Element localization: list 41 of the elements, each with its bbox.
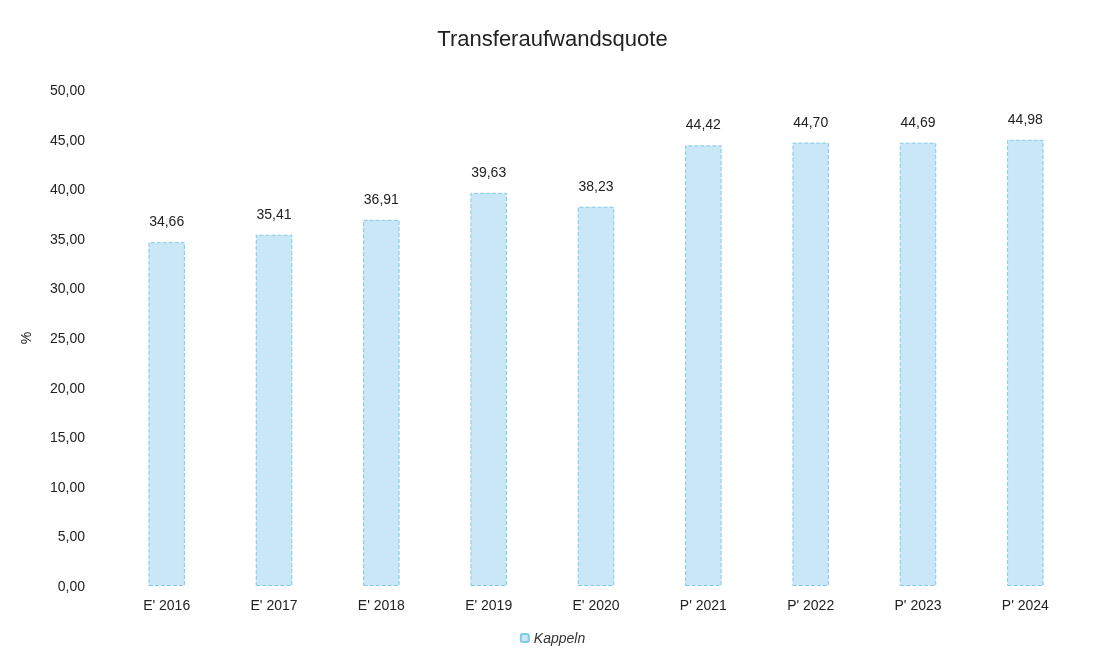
x-tick-label: E' 2018 (357, 597, 406, 613)
bar (792, 142, 829, 586)
x-tick-label: E' 2019 (465, 597, 513, 613)
data-label: 38,23 (578, 177, 614, 194)
data-label: 35,41 (256, 205, 292, 222)
x-tick-label: E' 2016 (143, 597, 191, 613)
y-tick-label: 25,00 (49, 330, 86, 346)
y-tick-label: 45,00 (49, 131, 86, 148)
data-label: 44,98 (1007, 110, 1044, 127)
bar (470, 192, 507, 586)
data-label: 34,66 (149, 213, 185, 230)
x-tick-label: E' 2020 (572, 597, 620, 613)
bar (363, 219, 400, 586)
y-tick-label: 10,00 (49, 478, 86, 495)
bar (1007, 139, 1044, 586)
y-axis-title: % (18, 331, 34, 345)
bar (899, 142, 937, 586)
data-label: 36,91 (363, 190, 400, 207)
bar (577, 206, 615, 586)
data-label: 44,70 (793, 113, 829, 130)
y-tick-label: 30,00 (49, 280, 86, 297)
y-tick-label: 20,00 (49, 379, 86, 396)
x-tick-label: P' 2024 (1001, 597, 1050, 613)
y-tick-label: 50,00 (49, 82, 86, 98)
data-label: 44,42 (685, 116, 722, 133)
legend-label: Kappeln (533, 630, 586, 646)
y-tick-label: 35,00 (49, 230, 86, 247)
y-tick-label: 40,00 (49, 181, 86, 198)
y-tick-label: 0,00 (57, 578, 86, 594)
bar (148, 242, 185, 586)
x-tick-label: E' 2017 (250, 597, 298, 613)
x-tick-label: P' 2022 (787, 597, 835, 613)
data-label: 44,69 (900, 113, 936, 130)
y-tick-label: 15,00 (49, 429, 86, 446)
chart-title: Transferaufwandsquote (437, 25, 668, 51)
y-tick-label: 5,00 (57, 528, 86, 545)
bar (685, 145, 722, 586)
data-label: 39,63 (471, 163, 507, 180)
x-tick-label: P' 2021 (679, 597, 728, 613)
bar (255, 234, 293, 586)
x-tick-label: P' 2023 (894, 597, 942, 613)
